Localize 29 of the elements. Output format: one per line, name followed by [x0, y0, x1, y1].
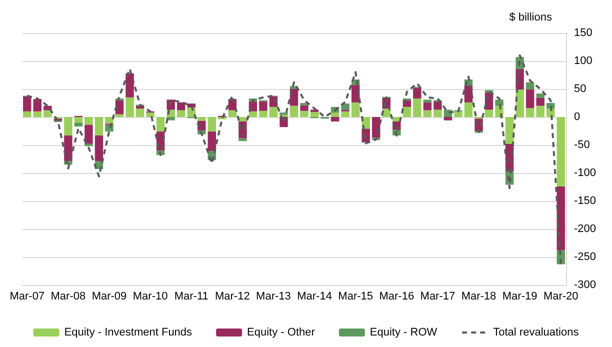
x-tick-label: Mar-12: [214, 290, 250, 302]
x-tick-label: Mar-10: [132, 290, 168, 302]
x-tick-label: Mar-18: [461, 290, 496, 302]
x-tick-label: Mar-19: [502, 290, 538, 302]
legend-label: Equity - Investment Funds: [64, 326, 193, 338]
x-tick-label: Mar-20: [543, 290, 578, 302]
x-tick-label: Mar-11: [174, 290, 208, 302]
y-tick-label: 0: [574, 111, 580, 123]
y-tick-label: 150: [574, 27, 592, 39]
x-tick-label: Mar-16: [379, 290, 414, 302]
y-tick-label: -150: [574, 195, 596, 207]
y-tick-label: -250: [574, 251, 596, 263]
y-tick-label: -300: [574, 279, 596, 291]
y-tick-label: -200: [574, 223, 596, 235]
legend-label: Total revaluations: [493, 326, 580, 338]
x-tick-label: Mar-08: [50, 290, 86, 302]
legend-label: Equity - Other: [247, 326, 316, 338]
x-tick-label: Mar-07: [10, 290, 45, 302]
x-tick-label: Mar-09: [92, 290, 127, 302]
y-tick-label: -50: [574, 139, 590, 151]
legend-label: Equity - ROW: [370, 326, 438, 338]
y-axis-title: $ billions: [509, 12, 552, 24]
y-tick-label: -100: [574, 167, 596, 179]
y-tick-label: 100: [574, 55, 592, 67]
x-tick-label: Mar-17: [420, 290, 456, 302]
x-tick-label: Mar-13: [256, 290, 291, 302]
x-tick-label: Mar-15: [338, 290, 374, 302]
y-tick-label: 50: [574, 83, 586, 95]
x-tick-label: Mar-14: [297, 290, 332, 302]
